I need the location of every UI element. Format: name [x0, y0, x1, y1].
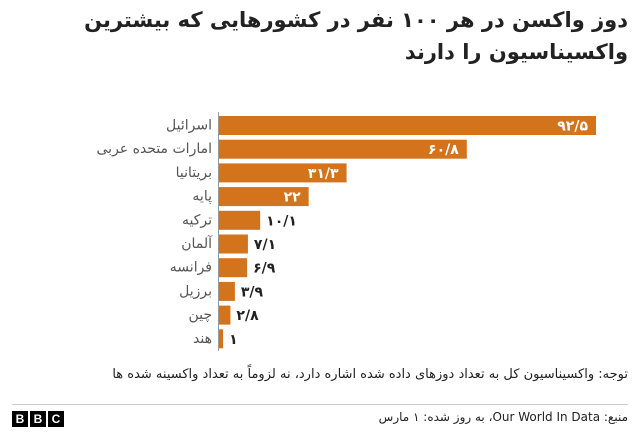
value-label: ۷/۱: [254, 237, 276, 253]
source: منبع: Our World In Data، به روز شده: ۱ م…: [378, 410, 628, 424]
bar: [219, 116, 596, 135]
bar: [219, 258, 248, 278]
value-label: ۲/۸: [236, 308, 259, 324]
note: توجه: واکسیناسیون کل به تعداد دوزهای داد…: [112, 367, 628, 382]
value-label: ۲۲: [284, 190, 302, 206]
value-label: ۱: [229, 332, 238, 348]
category-label: بریتانیا: [176, 165, 212, 181]
divider: [12, 404, 628, 405]
value-label: ۱۰/۱: [266, 213, 297, 229]
bar: [219, 281, 235, 301]
value-label: ۳/۹: [241, 284, 264, 300]
bar: [219, 305, 231, 325]
value-label: ۶/۹: [253, 261, 276, 277]
logo-letter: C: [48, 411, 64, 427]
category-label: چین: [188, 307, 212, 323]
bar: [219, 234, 248, 254]
category-label: امارات متحده عربی: [97, 141, 212, 157]
bar: [219, 329, 224, 349]
logo-letter: B: [30, 411, 46, 427]
category-label: ترکیه: [182, 212, 212, 228]
bar: [219, 187, 309, 207]
bar: [219, 163, 347, 183]
value-label: ۹۲/۵: [557, 119, 588, 135]
bar: [219, 139, 467, 159]
category-label: آلمان: [181, 235, 213, 252]
value-label: ۳۱/۳: [308, 166, 339, 182]
category-label: پایه: [192, 189, 212, 205]
category-label: هند: [193, 331, 212, 347]
chart: اسرائیل ۹۲/۵ امارات متحده عربی ۶۰/۸ بریتانیا…: [97, 112, 596, 351]
category-label: برزیل: [179, 283, 212, 299]
logo-letter: B: [12, 411, 28, 427]
category-label: اسرائیل: [166, 118, 212, 134]
logo: B B C: [12, 411, 64, 427]
category-label: فرانسه: [170, 260, 212, 276]
bar: [219, 210, 261, 230]
chart-title: دوز واکسن در هر ۱۰۰ نفر در کشورهایی که ب…: [84, 8, 628, 64]
value-label: ۶۰/۸: [428, 142, 459, 158]
